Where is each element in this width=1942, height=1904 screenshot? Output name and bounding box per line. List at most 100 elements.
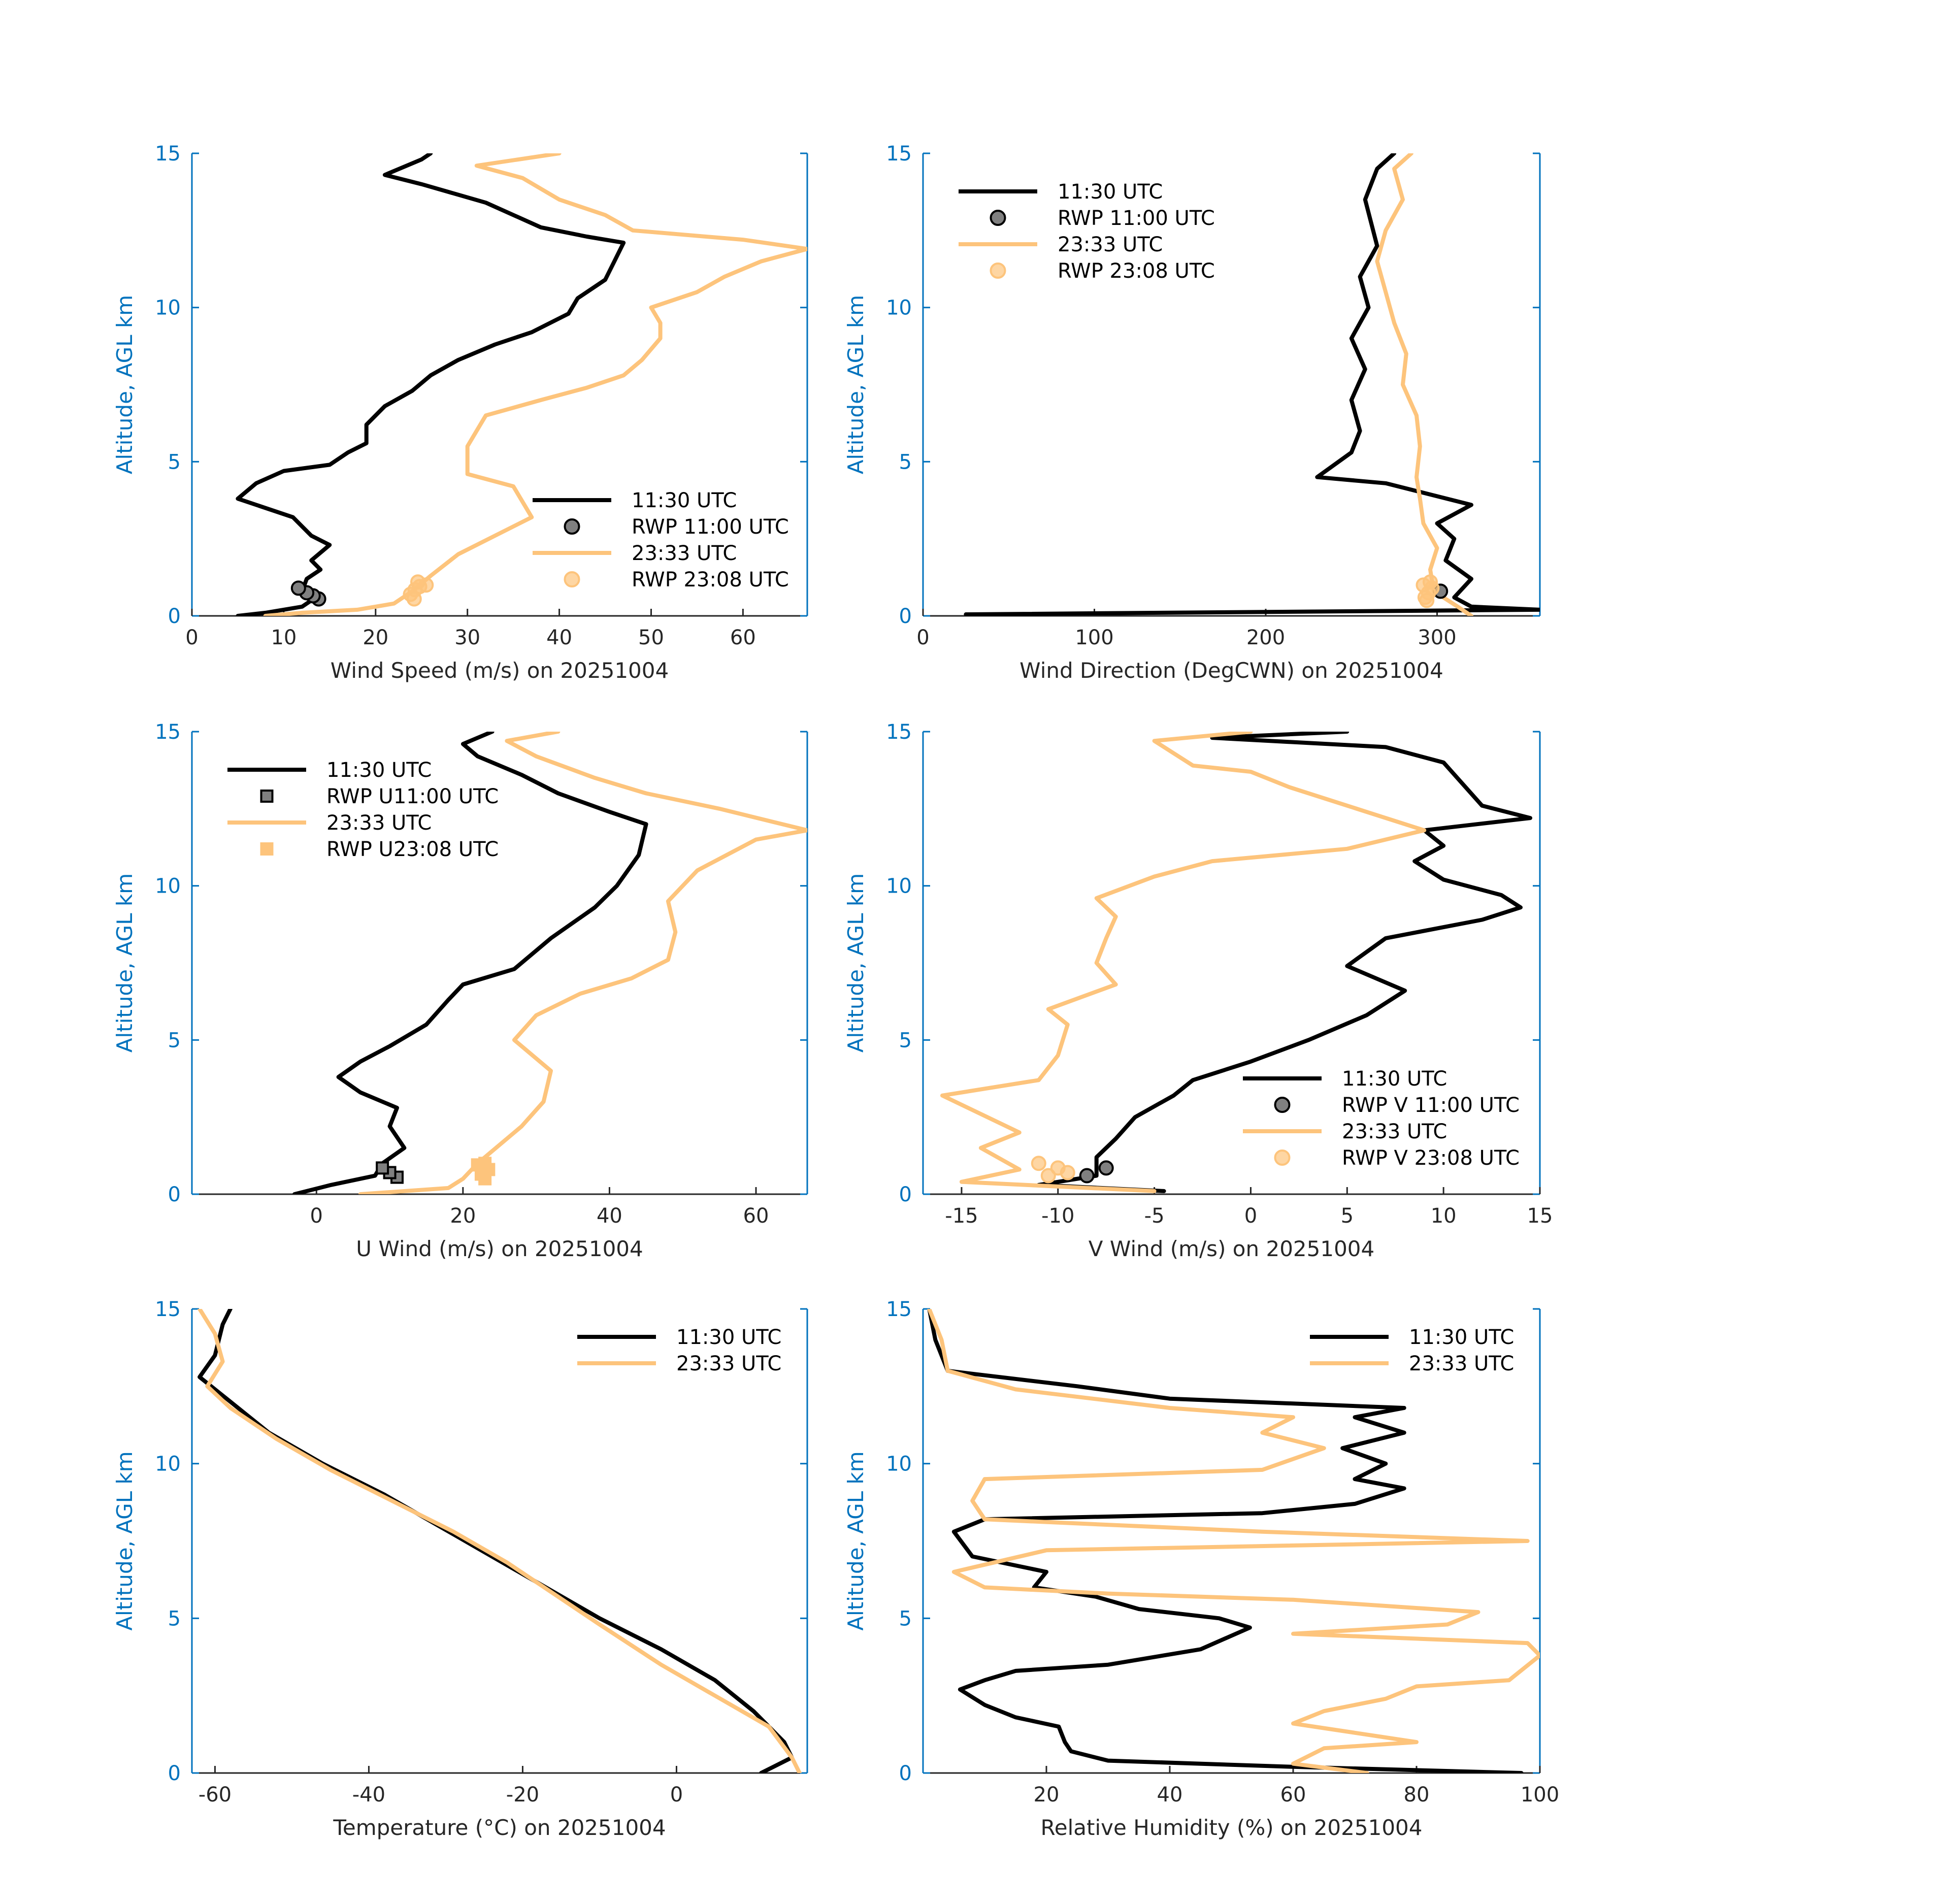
plot-area — [964, 153, 1540, 616]
legend-label: RWP U23:08 UTC — [326, 838, 499, 861]
series-line-black — [236, 153, 626, 616]
x-tick-label: -20 — [506, 1783, 539, 1807]
data-marker-circle — [406, 591, 422, 607]
y-tick-label: 5 — [899, 1607, 912, 1630]
legend-marker-swatch — [564, 571, 580, 587]
x-tick-label: 0 — [185, 626, 198, 649]
data-marker-circle — [1098, 1160, 1114, 1176]
legend-label: RWP V 11:00 UTC — [1342, 1094, 1520, 1117]
legend-label: RWP 11:00 UTC — [1058, 207, 1215, 230]
legend: 11:30 UTC RWP 11:00 UTC 23:33 UTC RWP 23:08… — [959, 180, 1215, 283]
series-line-black — [1036, 732, 1532, 1193]
y-tick-label: 15 — [155, 142, 181, 166]
x-tick-label: 60 — [743, 1204, 769, 1228]
panel-wind-speed: 0 5 10 15 0 10 20 30 40 50 60 Wind Speed (m/s) on 2… — [112, 142, 808, 683]
legend-label: 11:30 UTC — [326, 759, 432, 782]
legend-label: 11:30 UTC — [632, 489, 737, 512]
y-tick-label: 10 — [886, 297, 912, 320]
x-tick-label: 40 — [1157, 1783, 1183, 1807]
series-line-black — [292, 732, 648, 1194]
x-tick-label: 300 — [1418, 626, 1456, 649]
y-axis-label: Altitude, AGL km — [112, 873, 137, 1053]
y-tick-label: 15 — [886, 1298, 912, 1321]
series-line-black — [964, 153, 1540, 616]
y-tick-label: 0 — [899, 1762, 912, 1785]
x-tick-label: 80 — [1404, 1783, 1430, 1807]
series-line-orange — [198, 1309, 802, 1773]
x-axis-label: Relative Humidity (%) on 20251004 — [1041, 1815, 1423, 1840]
x-tick-label: -40 — [352, 1783, 385, 1807]
data-marker-circle — [1419, 593, 1435, 608]
data-marker-circle — [1040, 1168, 1056, 1184]
data-marker-square — [376, 1161, 389, 1175]
legend-marker-swatch — [260, 842, 274, 856]
legend-label: RWP 23:08 UTC — [1058, 259, 1215, 283]
x-tick-label: 20 — [363, 626, 388, 649]
y-tick-label: 5 — [168, 1029, 181, 1052]
data-marker-circle — [410, 574, 426, 590]
legend-label: 11:30 UTC — [1409, 1326, 1514, 1349]
legend-label: RWP V 23:08 UTC — [1342, 1146, 1520, 1170]
legend-label: 11:30 UTC — [676, 1326, 781, 1349]
x-tick-label: 200 — [1246, 626, 1285, 649]
x-tick-label: 40 — [546, 626, 572, 649]
series-line-orange — [263, 153, 807, 616]
x-tick-label: 0 — [670, 1783, 683, 1807]
legend-label: RWP 11:00 UTC — [632, 515, 789, 539]
legend-marker-swatch — [260, 790, 274, 803]
legend: 11:30 UTC RWP V 11:00 UTC 23:33 UTC RWP V 2… — [1243, 1067, 1520, 1170]
legend-marker-swatch — [990, 210, 1006, 226]
x-tick-label: 5 — [1341, 1204, 1354, 1228]
x-tick-label: 30 — [454, 626, 480, 649]
series-line-black — [927, 1309, 1524, 1773]
x-tick-label: -5 — [1144, 1204, 1165, 1228]
y-tick-label: 10 — [155, 875, 181, 898]
plot-area — [198, 1309, 802, 1773]
legend-label: RWP 23:08 UTC — [632, 568, 789, 592]
y-axis-label: Altitude, AGL km — [843, 295, 868, 474]
x-axis-label: V Wind (m/s) on 20251004 — [1089, 1236, 1375, 1261]
y-axis-label: Altitude, AGL km — [843, 1451, 868, 1630]
y-tick-label: 0 — [168, 1762, 181, 1785]
y-tick-label: 10 — [155, 297, 181, 320]
plot-area — [292, 732, 807, 1194]
series-line-orange — [927, 1309, 1540, 1773]
x-tick-label: 15 — [1527, 1204, 1553, 1228]
x-tick-label: 10 — [1431, 1204, 1457, 1228]
y-tick-label: 15 — [886, 142, 912, 166]
series-line-black — [198, 1309, 794, 1773]
plot-area — [927, 1309, 1540, 1773]
series-line-orange — [940, 732, 1427, 1193]
x-tick-label: 20 — [450, 1204, 476, 1228]
legend-label: 23:33 UTC — [676, 1352, 781, 1375]
y-tick-label: 0 — [899, 1183, 912, 1206]
series-line-orange — [358, 732, 807, 1194]
legend: 11:30 UTC RWP U11:00 UTC 23:33 UTC RWP U23:… — [227, 759, 499, 861]
y-tick-label: 5 — [168, 1607, 181, 1630]
x-tick-label: 0 — [310, 1204, 323, 1228]
y-tick-label: 10 — [886, 875, 912, 898]
x-tick-label: 0 — [916, 626, 929, 649]
legend-label: 11:30 UTC — [1342, 1067, 1447, 1091]
x-tick-label: 0 — [1244, 1204, 1257, 1228]
legend-label: 23:33 UTC — [632, 542, 737, 565]
legend-label: 11:30 UTC — [1058, 180, 1163, 204]
legend-marker-swatch — [1274, 1150, 1291, 1166]
y-tick-label: 0 — [168, 605, 181, 628]
y-axis-label: Altitude, AGL km — [112, 295, 137, 474]
x-axis-label: Wind Direction (DegCWN) on 20251004 — [1019, 658, 1443, 683]
series-line-orange — [1375, 153, 1473, 616]
x-tick-label: -10 — [1041, 1204, 1074, 1228]
y-tick-label: 15 — [155, 720, 181, 744]
legend: 11:30 UTC 23:33 UTC — [577, 1326, 781, 1375]
data-marker-circle — [1079, 1168, 1095, 1184]
plot-area — [236, 153, 807, 616]
data-marker-circle — [1060, 1165, 1075, 1180]
x-tick-label: 40 — [597, 1204, 622, 1228]
legend-label: 23:33 UTC — [1409, 1352, 1514, 1375]
data-marker-circle — [1031, 1156, 1046, 1171]
y-tick-label: 10 — [886, 1453, 912, 1476]
legend-marker-swatch — [1274, 1097, 1291, 1113]
